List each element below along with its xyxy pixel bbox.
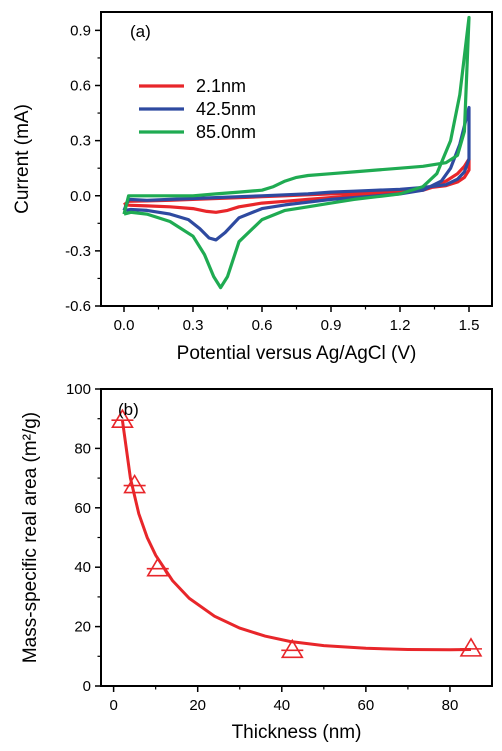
area-point-triangle — [123, 473, 147, 494]
cv-legend-label-0: 2.1nm — [196, 76, 246, 96]
a-y-tick-label: 0.3 — [70, 133, 91, 150]
b-y-tick-label: 0 — [83, 678, 91, 695]
cv-plot-frame — [100, 11, 493, 307]
b-x-tick-label: 20 — [189, 697, 206, 714]
b-x-tick-label: 0 — [109, 697, 117, 714]
area-point-triangle — [111, 408, 134, 428]
area-data-point — [459, 637, 483, 657]
b-y-tick-label: 60 — [74, 500, 91, 517]
area-data-point — [146, 557, 170, 577]
cv-legend-label-2: 85.0nm — [196, 122, 256, 142]
b-y-tick-label: 20 — [74, 619, 91, 636]
b-y-tick-label: 80 — [74, 440, 91, 457]
cv-legend-label-1: 42.5nm — [196, 99, 256, 119]
area-point-triangle — [280, 638, 304, 659]
area-point-triangle — [459, 637, 483, 657]
a-x-tick-label: 0.0 — [114, 317, 135, 334]
area-data-point — [123, 473, 147, 494]
area-y-axis-title: Mass-specific real area (m²/g) — [20, 412, 41, 663]
cv-panel-label: (a) — [130, 22, 151, 41]
cv-series-line-2 — [122, 15, 471, 290]
a-y-tick-label: 0.0 — [70, 188, 91, 205]
a-y-tick-label: 0.9 — [70, 22, 91, 39]
a-y-tick-label: 0.6 — [70, 78, 91, 95]
cv-y-axis-title: Current (mA) — [12, 104, 33, 214]
b-x-tick-label: 60 — [358, 697, 375, 714]
cv-series-group — [122, 15, 471, 290]
cv-legend: 2.1nm 42.5nm 85.0nm — [139, 76, 256, 142]
a-y-tick-label: -0.6 — [65, 298, 91, 315]
a-y-tick-label: -0.3 — [65, 243, 91, 260]
area-data-points — [111, 408, 483, 659]
area-point-triangle — [146, 557, 170, 577]
b-y-tick-label: 40 — [74, 559, 91, 576]
area-data-point — [111, 408, 134, 428]
b-y-tick-label: 100 — [66, 381, 91, 398]
area-data-point — [280, 638, 304, 659]
a-x-tick-label: 0.6 — [252, 317, 273, 334]
cv-x-axis-title: Potential versus Ag/AgCl (V) — [177, 343, 417, 364]
cv-series-line-1 — [122, 105, 471, 242]
area-panel-label: (b) — [118, 400, 139, 419]
a-x-tick-label: 1.5 — [459, 317, 480, 334]
a-x-tick-label: 0.9 — [321, 317, 342, 334]
area-fit-curve — [120, 419, 472, 652]
cv-axis-ticks: 0.0 0.3 0.6 0.9 1.2 1.5 -0.6 -0.3 0.0 0.3 0.6 0.9 — [65, 22, 479, 334]
b-x-tick-label: 80 — [442, 697, 459, 714]
b-x-tick-label: 40 — [273, 697, 290, 714]
a-x-tick-label: 1.2 — [390, 317, 411, 334]
cv-chart: 0.0 0.3 0.6 0.9 1.2 1.5 -0.6 -0.3 0.0 0.3 0.6 0.9 2… — [12, 11, 493, 364]
a-x-tick-label: 0.3 — [183, 317, 204, 334]
area-axis-ticks: 0 20 40 60 80 0 20 40 60 80 100 — [66, 381, 458, 714]
area-x-axis-title: Thickness (nm) — [232, 722, 362, 743]
area-chart: 0 20 40 60 80 0 20 40 60 80 100 (b) Thickness (nm)… — [20, 381, 493, 743]
